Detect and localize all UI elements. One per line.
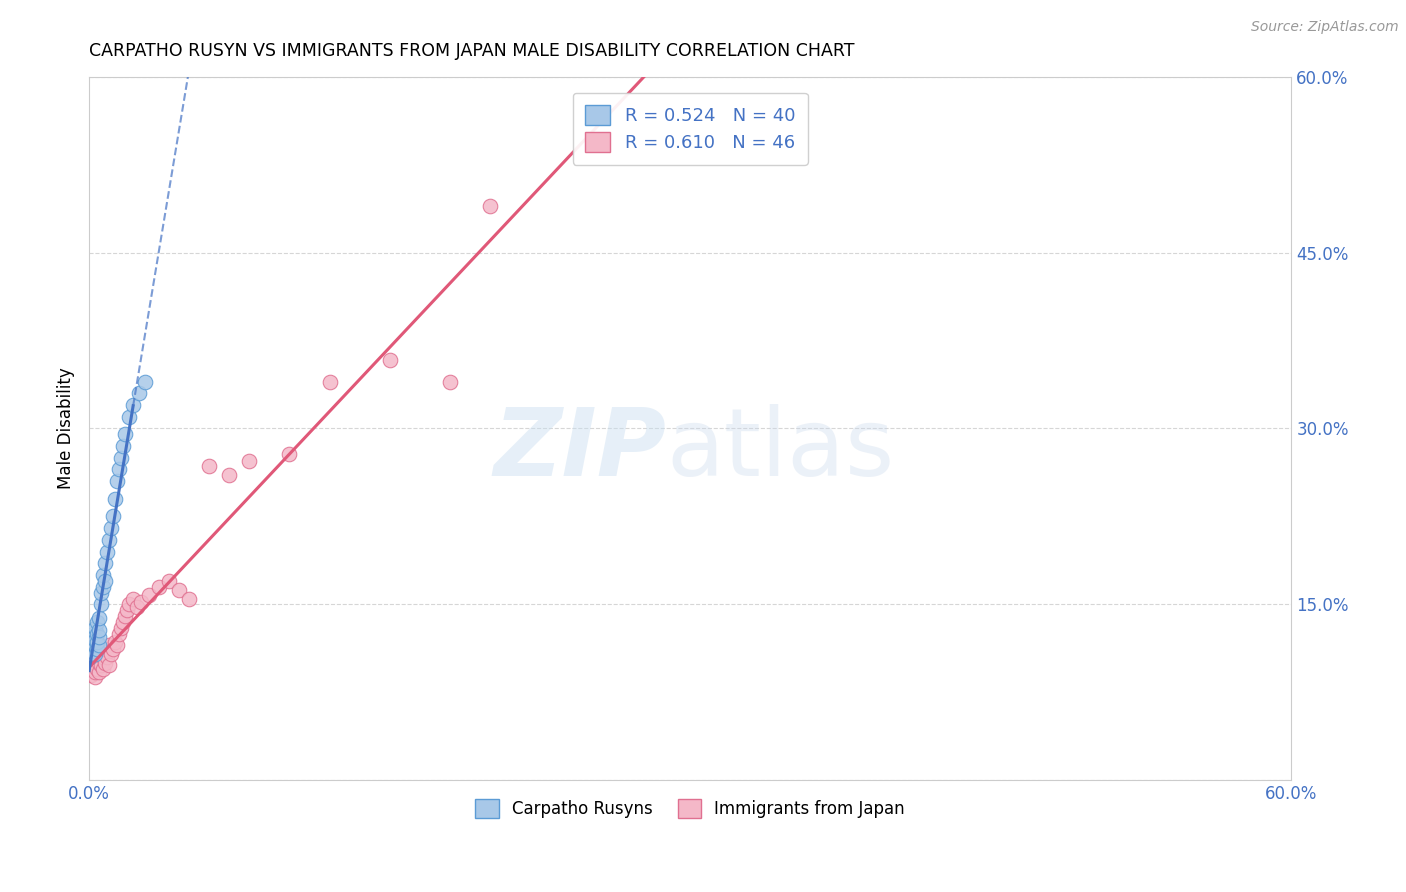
Point — [80, 647, 103, 661]
Point — [90, 585, 112, 599]
Point — [79, 650, 101, 665]
Point — [90, 598, 112, 612]
Point — [114, 427, 136, 442]
Point — [148, 580, 170, 594]
Point — [105, 474, 128, 488]
Point — [82, 635, 104, 649]
Text: CARPATHO RUSYN VS IMMIGRANTS FROM JAPAN MALE DISABILITY CORRELATION CHART: CARPATHO RUSYN VS IMMIGRANTS FROM JAPAN … — [89, 42, 855, 60]
Point — [112, 615, 135, 629]
Point — [179, 591, 201, 606]
Point — [118, 409, 141, 424]
Point — [90, 647, 112, 661]
Point — [167, 583, 190, 598]
Point — [84, 632, 107, 647]
Point — [478, 199, 501, 213]
Point — [318, 375, 340, 389]
Point — [114, 609, 136, 624]
Point — [87, 623, 110, 637]
Point — [84, 656, 107, 670]
Point — [87, 611, 110, 625]
Point — [110, 621, 132, 635]
Point — [278, 447, 301, 461]
Point — [105, 639, 128, 653]
Point — [91, 568, 114, 582]
Point — [100, 647, 122, 661]
Point — [80, 667, 103, 681]
Point — [122, 591, 145, 606]
Text: ZIP: ZIP — [494, 403, 666, 496]
Point — [91, 662, 114, 676]
Point — [84, 621, 107, 635]
Legend: Carpatho Rusyns, Immigrants from Japan: Carpatho Rusyns, Immigrants from Japan — [468, 793, 911, 825]
Point — [118, 598, 141, 612]
Point — [87, 630, 110, 644]
Point — [94, 642, 117, 657]
Point — [87, 639, 110, 653]
Text: atlas: atlas — [666, 403, 894, 496]
Point — [87, 665, 110, 680]
Point — [90, 658, 112, 673]
Point — [104, 491, 127, 506]
Point — [138, 588, 160, 602]
Point — [96, 544, 118, 558]
Point — [84, 665, 107, 680]
Point — [91, 650, 114, 665]
Point — [84, 670, 107, 684]
Point — [86, 615, 108, 629]
Point — [129, 595, 152, 609]
Point — [100, 521, 122, 535]
Point — [122, 398, 145, 412]
Point — [104, 635, 127, 649]
Point — [98, 658, 121, 673]
Point — [82, 642, 104, 657]
Point — [110, 450, 132, 465]
Point — [80, 639, 103, 653]
Point — [238, 454, 260, 468]
Point — [198, 458, 221, 473]
Point — [128, 386, 150, 401]
Point — [86, 626, 108, 640]
Point — [98, 639, 121, 653]
Point — [86, 650, 108, 665]
Point — [134, 375, 156, 389]
Point — [378, 353, 401, 368]
Text: Source: ZipAtlas.com: Source: ZipAtlas.com — [1251, 20, 1399, 34]
Point — [86, 635, 108, 649]
Point — [84, 639, 107, 653]
Point — [112, 439, 135, 453]
Point — [82, 626, 104, 640]
Point — [101, 642, 124, 657]
Point — [96, 650, 118, 665]
Point — [87, 656, 110, 670]
Point — [82, 662, 104, 676]
Point — [80, 658, 103, 673]
Point — [94, 656, 117, 670]
Point — [94, 574, 117, 588]
Point — [127, 599, 149, 614]
Point — [157, 574, 180, 588]
Point — [80, 644, 103, 658]
Point — [108, 626, 131, 640]
Point — [439, 375, 461, 389]
Point — [86, 642, 108, 657]
Point — [108, 462, 131, 476]
Point — [86, 662, 108, 676]
Point — [82, 654, 104, 668]
Point — [98, 533, 121, 547]
Point — [218, 468, 240, 483]
Point — [94, 557, 117, 571]
Point — [84, 647, 107, 661]
Point — [91, 580, 114, 594]
Point — [80, 632, 103, 647]
Y-axis label: Male Disability: Male Disability — [58, 368, 75, 490]
Point — [101, 509, 124, 524]
Point — [115, 603, 138, 617]
